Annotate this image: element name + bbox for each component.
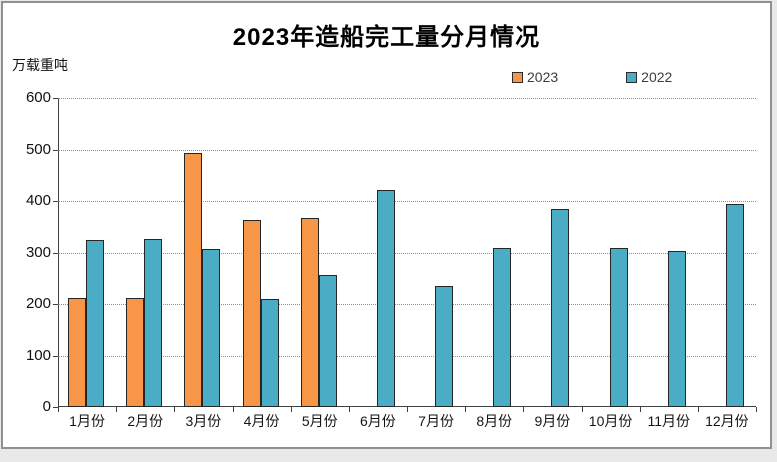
gridline-300 [58,252,756,254]
y-axis-tick-100 [53,355,58,357]
x-axis-tick-2 [174,407,176,412]
x-label-4月份: 4月份 [243,413,280,429]
y-axis-label-500: 500 [25,140,51,158]
bar-2022-10月份 [609,248,628,407]
x-label-1月份: 1月份 [69,413,105,429]
gridline-600 [58,98,756,99]
x-axis-tick-8 [523,407,525,412]
x-axis-tick-0 [58,407,59,412]
x-axis-tick-4 [290,407,292,412]
x-label-5月份: 5月份 [301,413,338,429]
legend-item-2022: 2022 [626,69,672,85]
y-axis-label-400: 400 [25,192,51,209]
x-label-9月份: 9月份 [534,413,571,429]
y-axis-label-200: 200 [25,295,51,312]
bar-2022-3月份 [202,248,221,407]
y-axis-tick-500 [53,149,58,151]
bar-2022-7月份 [435,285,453,407]
y-axis-label-100: 100 [25,346,51,364]
bar-2022-11月份 [667,250,686,407]
bar-2023-5月份 [300,217,319,407]
bar-2022-12月份 [725,203,744,407]
x-label-11月份: 11月份 [647,413,690,429]
legend-swatch-2022 [626,71,638,83]
x-axis-tick-7 [465,407,467,412]
legend-item-2023: 2023 [512,69,558,85]
bar-2022-4月份 [260,298,279,407]
y-axis-tick-300 [53,252,58,254]
bar-2023-1月份 [68,298,86,407]
y-axis-tick-0 [53,407,58,408]
x-label-12月份: 12月份 [705,413,749,429]
x-axis-tick-10 [639,407,641,412]
x-axis-tick-5 [348,407,350,412]
x-axis-tick-9 [581,407,583,412]
chart-title: 2023年造船完工量分月情况 [232,24,541,51]
gridline-400 [58,201,756,202]
legend: 2023 2022 [512,69,672,85]
x-label-6月份: 6月份 [360,413,396,429]
bar-2022-8月份 [493,247,512,407]
legend-label-2022: 2022 [641,69,673,85]
x-label-3月份: 3月份 [185,413,222,429]
x-axis-tick-6 [407,407,408,412]
x-label-2月份: 2月份 [127,413,164,429]
chart-canvas: 2023年造船完工量分月情况 万载重吨 2023 2022 1月份 2月份 3月份 4月… [1,1,772,449]
bar-2023-3月份 [184,153,203,407]
gridline-100 [58,355,756,357]
x-axis-line [58,406,756,407]
y-axis-tick-200 [53,304,58,305]
bar-2022-5月份 [318,275,337,407]
legend-swatch-2023 [512,71,523,83]
bar-2022-2月份 [144,238,163,407]
y-axis-tick-400 [53,201,58,202]
x-axis-tick-3 [232,407,234,412]
bar-2022-1月份 [86,239,104,407]
bar-2023-2月份 [126,298,145,407]
x-label-10月份: 10月份 [588,413,633,429]
gridline-200 [58,304,756,305]
bar-2022-6月份 [376,190,395,407]
gridline-500 [58,149,756,151]
bar-2023-4月份 [242,220,261,407]
y-axis-label-600: 600 [25,89,51,106]
y-axis-label-300: 300 [25,243,51,261]
legend-label-2023: 2023 [527,69,559,85]
x-label-7月份: 7月份 [418,413,454,429]
bar-2022-9月份 [551,209,570,407]
y-axis-unit-label: 万载重吨 [12,57,68,73]
x-axis-tick-11 [697,407,699,412]
x-axis-tick-12 [756,407,757,412]
x-label-8月份: 8月份 [476,413,513,429]
y-axis-tick-600 [53,98,58,99]
y-axis-label-0: 0 [42,398,51,415]
plot-area: 1月份 2月份 3月份 4月份 5月份 6月份 7月份 8月份 9月份 10月份 11月份 12月份 [53,98,757,429]
x-axis-tick-1 [116,407,118,412]
